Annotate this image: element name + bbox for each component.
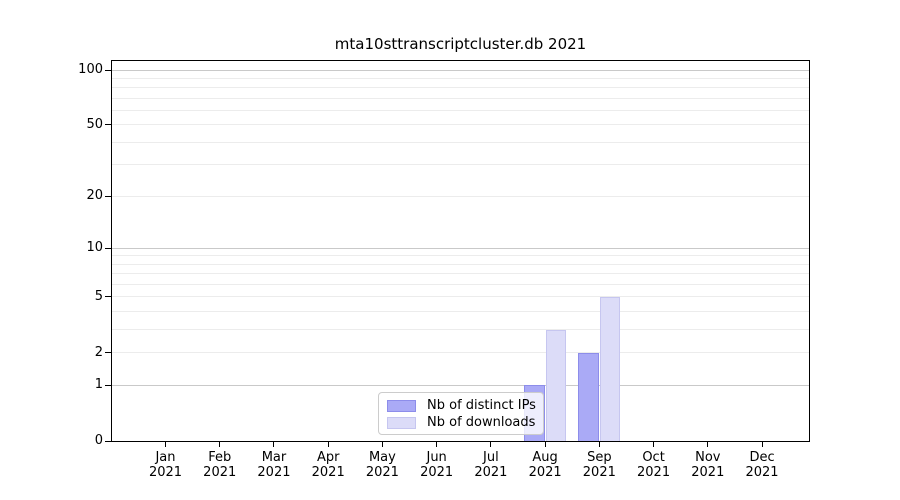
- y-tick-label-50: 50: [86, 116, 103, 132]
- x-tick-may: [381, 442, 383, 447]
- x-tick-jun: [436, 442, 438, 447]
- gridline-y-5: [112, 296, 809, 298]
- y-tick-20: [105, 195, 112, 197]
- gridline-y-40: [112, 141, 809, 143]
- x-tick-label-mar: Mar 2021: [257, 450, 291, 480]
- legend-label-downloads: Nb of downloads: [427, 415, 536, 430]
- y-tick-50: [105, 124, 112, 126]
- y-tick-label-100: 100: [78, 62, 103, 78]
- gridline-y-2: [112, 352, 809, 354]
- gridline-y-7: [112, 273, 809, 275]
- x-tick-label-jul: Jul 2021: [474, 450, 508, 480]
- gridline-y-60: [112, 110, 809, 112]
- legend-swatch-downloads: [387, 416, 416, 429]
- x-tick-aug: [544, 442, 546, 447]
- x-tick-nov: [707, 442, 709, 447]
- x-tick-dec: [761, 442, 763, 447]
- gridline-y-3: [112, 329, 809, 331]
- chart-title: mta10sttranscriptcluster.db 2021: [334, 35, 587, 53]
- x-tick-label-apr: Apr 2021: [311, 450, 345, 480]
- y-tick-100: [105, 69, 112, 71]
- y-tick-label-1: 1: [94, 377, 103, 393]
- gridline-y-6: [112, 284, 809, 286]
- legend-row-distinct-ips: Nb of distinct IPs: [387, 397, 543, 414]
- y-tick-5: [105, 296, 112, 298]
- gridline-y-80: [112, 87, 809, 89]
- y-tick-2: [105, 352, 112, 354]
- gridline-y-100: [112, 69, 809, 71]
- x-tick-mar: [273, 442, 275, 447]
- gridline-y-9: [112, 255, 809, 257]
- y-tick-10: [105, 247, 112, 249]
- y-tick-label-10: 10: [86, 240, 103, 256]
- bar-sep-ips: [578, 352, 599, 441]
- legend-row-downloads: Nb of downloads: [387, 414, 543, 431]
- gridline-y-50: [112, 124, 809, 126]
- x-tick-label-jun: Jun 2021: [420, 450, 454, 480]
- plot-area: [111, 60, 810, 442]
- x-tick-feb: [219, 442, 221, 447]
- bar-aug-downloads: [545, 329, 567, 441]
- x-tick-sep: [598, 442, 600, 447]
- x-tick-label-dec: Dec 2021: [745, 450, 779, 480]
- y-tick-0: [105, 440, 112, 442]
- y-tick-1: [105, 384, 112, 386]
- x-tick-oct: [653, 442, 655, 447]
- x-tick-jan: [165, 442, 166, 447]
- legend-swatch-distinct-ips: [387, 399, 416, 412]
- gridline-y-4: [112, 311, 809, 313]
- y-tick-label-2: 2: [94, 344, 103, 360]
- gridline-y-8: [112, 263, 809, 265]
- legend: Nb of distinct IPs Nb of downloads: [378, 392, 544, 435]
- gridline-y-90: [112, 77, 809, 79]
- x-tick-label-aug: Aug 2021: [528, 450, 562, 480]
- x-tick-label-jan: Jan 2021: [148, 450, 183, 480]
- x-tick-jul: [490, 442, 492, 447]
- x-tick-label-feb: Feb 2021: [203, 450, 237, 480]
- y-tick-label-0: 0: [94, 433, 103, 448]
- y-tick-label-5: 5: [94, 288, 103, 304]
- x-tick-label-may: May 2021: [365, 450, 399, 480]
- bar-sep-downloads: [599, 296, 621, 441]
- gridline-y-20: [112, 195, 809, 197]
- y-tick-label-20: 20: [86, 188, 103, 204]
- gridline-y-1: [112, 384, 809, 386]
- x-tick-label-oct: Oct 2021: [637, 450, 671, 480]
- x-tick-label-sep: Sep 2021: [582, 450, 616, 480]
- gridline-y-70: [112, 97, 809, 99]
- gridline-y-30: [112, 164, 809, 166]
- x-tick-apr: [327, 442, 329, 447]
- gridline-y-10: [112, 247, 809, 249]
- x-tick-label-nov: Nov 2021: [691, 450, 725, 480]
- legend-label-distinct-ips: Nb of distinct IPs: [427, 398, 536, 413]
